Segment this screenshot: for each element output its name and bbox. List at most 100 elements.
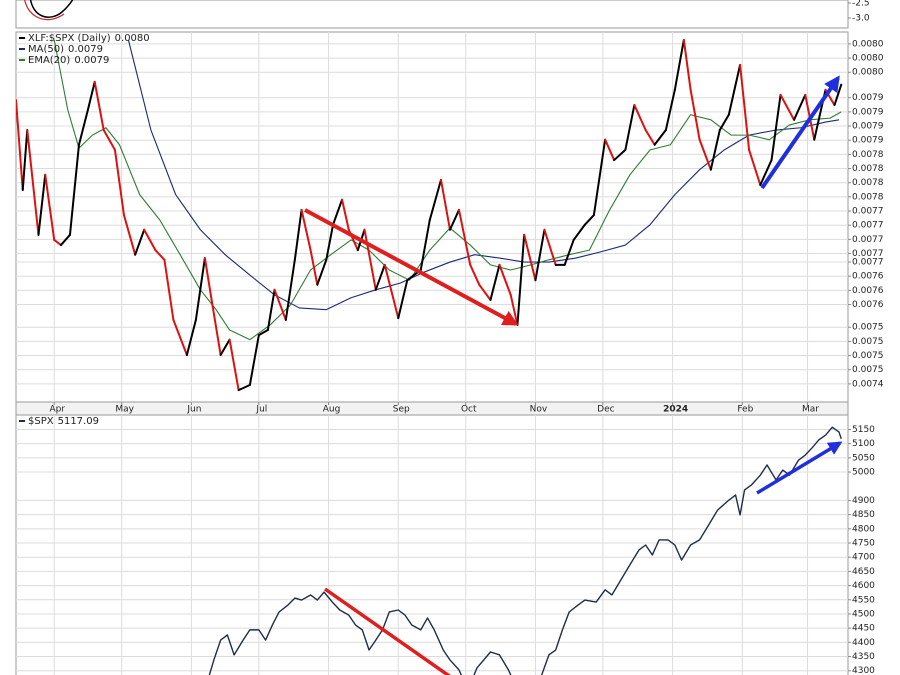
price-segment	[397, 279, 409, 320]
price-segment	[759, 159, 773, 186]
y-tick-label: 0.0076	[852, 300, 884, 310]
price-segment	[770, 93, 782, 162]
price-segment	[682, 38, 692, 91]
price-segment	[185, 318, 197, 356]
price-segment	[210, 299, 222, 356]
y-tick-label: 5000	[852, 468, 875, 478]
price-segment	[26, 129, 40, 236]
price-segment	[644, 129, 656, 146]
x-tick-label: Sep	[393, 405, 410, 415]
price-segment	[428, 178, 442, 222]
price-segment	[37, 173, 47, 236]
ratio-panel	[15, 31, 849, 403]
price-segment	[53, 238, 62, 247]
price-segment	[613, 148, 627, 162]
legend-label: $SPX	[28, 416, 54, 427]
price-segment	[523, 233, 537, 282]
y-tick-label: 4500	[852, 609, 875, 619]
y-tick-label: -3.0	[852, 14, 870, 24]
annotations	[304, 75, 843, 675]
price-segment	[833, 83, 843, 107]
y-tick-label: 0.0075	[852, 337, 884, 347]
legend-value: 0.0079	[74, 55, 109, 66]
x-tick-label: Jun	[186, 405, 201, 415]
y-tick-label: 4600	[852, 581, 875, 591]
price-segment	[219, 338, 231, 356]
price-segment	[237, 384, 251, 392]
price-segment	[543, 228, 557, 266]
price-segment	[77, 108, 89, 146]
price-segment	[489, 263, 501, 302]
x-tick-label: Feb	[737, 405, 753, 415]
y-tick-label: 0.0077	[852, 207, 884, 217]
price-segment	[325, 223, 335, 261]
price-segment	[624, 104, 636, 151]
price-segment	[122, 214, 137, 256]
y-tick-label: 0.0076	[852, 272, 884, 282]
y-tick-label: 0.0080	[852, 54, 884, 64]
price-segment	[653, 129, 667, 146]
price-segment	[284, 258, 296, 321]
price-segment	[709, 129, 721, 171]
y-tick-label: 4800	[852, 524, 875, 534]
price-segment	[439, 178, 451, 231]
price-segment	[516, 233, 526, 326]
y-tick-label: 0.0077	[852, 258, 884, 268]
y-tick-label: 0.0076	[852, 286, 884, 296]
price-segment	[341, 198, 350, 231]
x-tick-label: May	[115, 405, 134, 415]
price-segment	[583, 214, 595, 226]
price-segment	[469, 263, 481, 286]
price-segment	[154, 249, 166, 261]
y-tick-label: 4300	[852, 666, 875, 675]
price-segment	[374, 263, 386, 291]
y-tick-label: 0.0080	[852, 68, 884, 78]
price-segment	[273, 288, 287, 321]
panel-plot	[16, 32, 848, 402]
price-segment	[664, 88, 676, 132]
price-segment	[316, 258, 328, 286]
y-tick-label: 4650	[852, 567, 875, 577]
y-tick-label: 0.0079	[852, 93, 884, 103]
price-segment	[293, 208, 303, 261]
price-segment	[309, 249, 319, 286]
y-tick-label: 0.0078	[852, 164, 884, 174]
x-tick-label: 2024	[663, 405, 688, 415]
x-tick-label: Aug	[323, 405, 341, 415]
legend-value: 0.0080	[115, 33, 150, 44]
price-segment	[673, 38, 685, 91]
price-segment	[498, 263, 512, 296]
indicator-shape	[24, 0, 74, 21]
price-segment	[113, 148, 125, 217]
price-segment	[102, 129, 116, 151]
x-tick-label: Apr	[49, 405, 65, 415]
price-segment	[748, 148, 762, 186]
price-segment	[534, 228, 546, 282]
plot-layer: -2.5-3.00.00800.00800.00800.00790.00790.…	[16, 0, 884, 675]
price-segment	[59, 233, 71, 247]
legend-label: XLF:$SPX (Daily)	[28, 33, 111, 44]
y-tick-label: 4350	[852, 652, 875, 662]
y-tick-label: 4400	[852, 638, 875, 648]
y-tick-label: 0.0079	[852, 107, 884, 117]
x-tick-label: Oct	[461, 405, 477, 415]
y-tick-label: 0.0077	[852, 235, 884, 245]
y-tick-label: 0.0075	[852, 323, 884, 333]
price-segment	[86, 80, 96, 111]
price-segment	[363, 228, 377, 291]
y-tick-label: 0.0075	[852, 365, 884, 375]
price-segment	[793, 93, 807, 121]
x-tick-label: Dec	[597, 405, 614, 415]
x-tick-label: Mar	[802, 405, 819, 415]
y-tick-label: 0.0078	[852, 192, 884, 202]
x-tick-label: Nov	[530, 405, 548, 415]
y-tick-label: 4700	[852, 553, 875, 563]
price-segment	[266, 288, 276, 332]
y-tick-label: 0.0075	[852, 351, 884, 361]
price-segment	[93, 80, 105, 132]
trend-arrow	[323, 587, 451, 675]
indicator-curve	[24, 0, 65, 21]
y-tick-label: 5050	[852, 453, 875, 463]
spx-panel	[15, 414, 849, 675]
